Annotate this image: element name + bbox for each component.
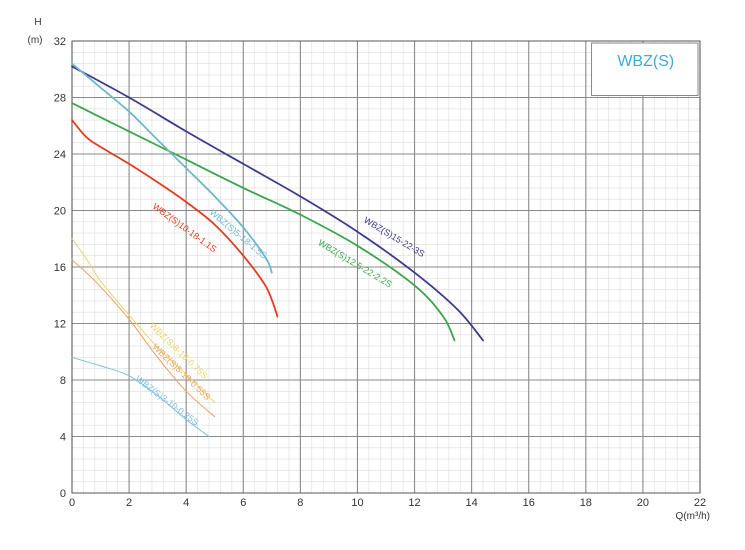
y-tick-label: 32 [54,36,66,48]
series-curve [71,102,456,342]
y-tick-label: 16 [54,262,66,274]
y-tick-label: 20 [54,206,66,218]
plot-frame [71,40,701,494]
y-tick-label: 28 [54,93,66,105]
y-tick-label: 24 [54,149,66,161]
series-curve [71,65,484,342]
y-axis-label-symbol: H [34,17,41,28]
x-axis-label: Q(m³/h) [676,511,710,522]
x-tick-label: 18 [580,497,592,509]
y-tick-labels: 0 4 8 12 16 20 24 28 32 [54,36,66,500]
series-curves [71,62,484,437]
series-label: WBZ(S)10-18-1.1S [151,201,219,254]
y-tick-label: 0 [60,488,66,500]
series-curve [71,238,216,404]
x-tick-label: 6 [240,497,246,509]
x-tick-label: 0 [69,497,75,509]
x-tick-label: 10 [351,497,363,509]
y-tick-label: 4 [60,432,66,444]
x-tick-label: 12 [408,497,420,509]
chart-title: WBZ(S) [617,53,674,70]
series-labels: WBZ(S)15-22-3SWBZ(S)12.5-22-2.2SWBZ(S)5-… [134,201,427,427]
x-tick-label: 22 [694,497,706,509]
y-axis-label-unit: (m) [28,35,43,46]
series-curve [71,119,279,318]
x-tick-label: 14 [466,497,478,509]
series-label: WBZ(S)5-18-1.5S [208,207,269,261]
x-tick-label: 20 [637,497,649,509]
y-tick-label: 8 [60,375,66,387]
x-tick-label: 2 [126,497,132,509]
series-curve [71,356,210,437]
y-tick-label: 12 [54,319,66,331]
x-tick-label: 4 [183,497,189,509]
title-box [591,42,699,96]
series-curve [71,259,216,418]
x-tick-labels: 0 2 4 6 8 10 12 14 16 18 20 22 [69,497,706,509]
x-tick-label: 8 [297,497,303,509]
x-tick-label: 16 [523,497,535,509]
series-curve [71,62,273,274]
